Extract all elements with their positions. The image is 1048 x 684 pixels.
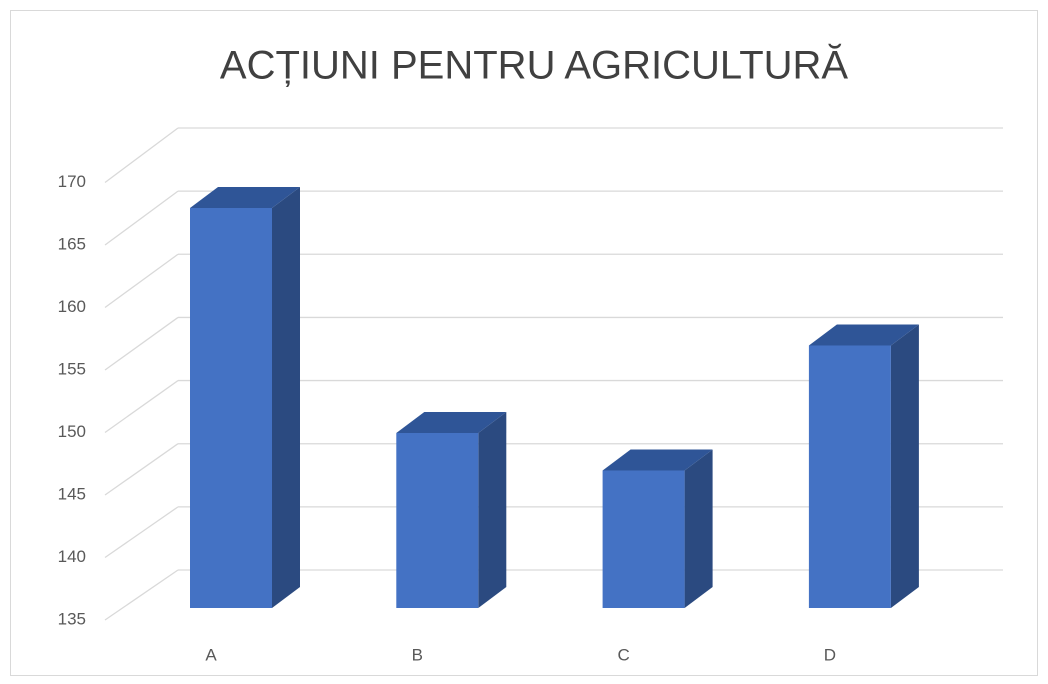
grid-line-side xyxy=(104,506,179,559)
x-tick-label: A xyxy=(205,645,217,664)
bar-top xyxy=(190,187,300,208)
x-tick-label: C xyxy=(617,645,629,664)
y-tick-label: 165 xyxy=(58,234,86,253)
bar xyxy=(396,433,479,608)
grid-line-side xyxy=(104,380,179,434)
grid-line-side xyxy=(104,253,179,309)
grid-line-side xyxy=(104,569,179,621)
bar xyxy=(808,345,891,608)
y-tick-label: 145 xyxy=(58,484,86,503)
bar-top xyxy=(602,449,713,471)
y-tick-label: 140 xyxy=(58,547,86,566)
y-tick-label: 135 xyxy=(58,609,86,628)
y-tick-label: 170 xyxy=(58,172,86,191)
bar-top xyxy=(396,412,507,433)
bar xyxy=(190,208,272,608)
bar-side xyxy=(684,449,713,608)
y-tick-label: 160 xyxy=(58,297,86,316)
y-tick-label: 155 xyxy=(58,359,86,378)
bar-top xyxy=(808,324,919,346)
grid-line-side xyxy=(104,316,179,371)
grid-line-side xyxy=(104,127,179,184)
bar-side xyxy=(890,324,919,608)
bar xyxy=(602,470,685,608)
bar-side xyxy=(478,412,507,608)
bar-side xyxy=(272,187,300,608)
x-tick-label: B xyxy=(412,645,423,664)
y-tick-label: 150 xyxy=(58,422,86,441)
grid-line-side xyxy=(104,443,179,496)
chart-title: ACȚIUNI PENTRU AGRICULTURĂ xyxy=(220,43,849,88)
x-tick-label: D xyxy=(824,645,836,664)
grid-line-side xyxy=(104,190,179,246)
